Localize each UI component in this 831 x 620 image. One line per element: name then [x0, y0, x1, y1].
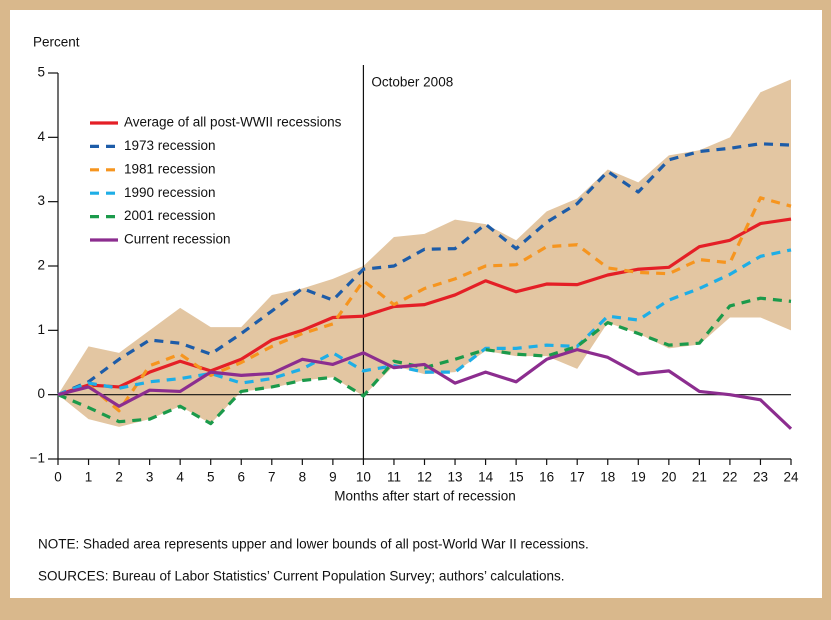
x-tick-label: 17: [570, 470, 585, 485]
x-tick-label: 5: [207, 470, 215, 485]
x-tick-label: 19: [631, 470, 646, 485]
x-tick-label: 6: [237, 470, 245, 485]
x-tick-label: 24: [783, 470, 799, 485]
y-tick-label: 3: [37, 193, 45, 208]
x-tick-label: 1: [85, 470, 93, 485]
x-tick-label: 8: [299, 470, 307, 485]
x-tick-label: 12: [417, 470, 432, 485]
annotation-text: October 2008: [371, 75, 453, 90]
legend-label: 1981 recession: [124, 161, 216, 176]
bounds-band: [58, 79, 791, 427]
series-line: [57, 196, 792, 413]
x-tick-label: 2: [115, 470, 123, 485]
x-tick-label: 13: [448, 470, 463, 485]
legend-label: 1973 recession: [124, 138, 216, 153]
series-line: [57, 142, 792, 397]
series-line: [57, 217, 792, 397]
y-tick-label: 1: [37, 322, 45, 337]
legend-label: 2001 recession: [124, 208, 216, 223]
y-axis-label: Percent: [33, 35, 80, 50]
x-tick-label: 0: [54, 470, 62, 485]
x-tick-label: 11: [387, 470, 401, 485]
legend-label: Average of all post-WWII recessions: [124, 115, 342, 130]
x-tick-label: 10: [356, 470, 371, 485]
y-tick-label: 5: [37, 65, 45, 80]
x-tick-label: 18: [600, 470, 615, 485]
x-tick-label: 7: [268, 470, 276, 485]
x-axis-label: Months after start of recession: [334, 489, 516, 504]
x-tick-label: 15: [509, 470, 524, 485]
y-tick-label: −1: [30, 451, 45, 466]
y-tick-label: 2: [37, 258, 45, 273]
x-tick-label: 20: [661, 470, 676, 485]
series-line: [57, 296, 792, 426]
series-line: [57, 348, 793, 430]
y-tick-label: 0: [37, 386, 45, 401]
x-tick-label: 14: [478, 470, 494, 485]
x-tick-label: 21: [692, 470, 707, 485]
legend-label: Current recession: [124, 232, 231, 247]
legend-label: 1990 recession: [124, 185, 216, 200]
source: SOURCES: Bureau of Labor Statistics’ Cur…: [38, 569, 565, 584]
y-tick-label: 4: [37, 129, 45, 144]
x-tick-label: 9: [329, 470, 337, 485]
x-tick-label: 3: [146, 470, 154, 485]
x-tick-label: 16: [539, 470, 554, 485]
x-tick-label: 23: [753, 470, 768, 485]
note: NOTE: Shaded area represents upper and l…: [38, 537, 589, 552]
x-tick-label: 4: [176, 470, 184, 485]
x-tick-label: 22: [722, 470, 737, 485]
